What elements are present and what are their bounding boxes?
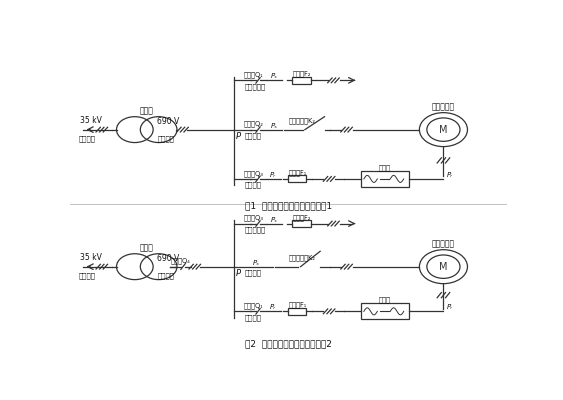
Text: Pₛ: Pₛ	[271, 216, 278, 222]
Text: 自用电回路: 自用电回路	[245, 226, 266, 233]
Text: 690 V: 690 V	[158, 254, 180, 263]
Text: Pᵣ: Pᵣ	[447, 172, 453, 178]
Text: P: P	[236, 132, 241, 141]
Text: 变压器: 变压器	[140, 243, 154, 252]
Text: 断路器Q₄: 断路器Q₄	[171, 258, 190, 264]
Text: P: P	[236, 269, 241, 278]
Text: 定子回路: 定子回路	[245, 270, 262, 276]
Text: Pᵣ: Pᵣ	[447, 304, 453, 310]
Text: Pᵣ: Pᵣ	[270, 304, 276, 310]
Text: M: M	[439, 125, 448, 135]
Text: 熔断器F₂: 熔断器F₂	[292, 71, 311, 78]
Text: 35 kV: 35 kV	[81, 116, 102, 125]
Text: 690 V: 690 V	[158, 117, 180, 126]
Text: 双馈发电机: 双馈发电机	[432, 239, 455, 248]
Text: 自用电回路: 自用电回路	[245, 83, 266, 90]
Text: 逆变器: 逆变器	[378, 164, 391, 170]
Text: 发电回路: 发电回路	[158, 135, 175, 142]
Text: 断路器Q₁: 断路器Q₁	[244, 302, 263, 309]
Text: Pᵣ: Pᵣ	[270, 172, 276, 178]
Text: 断路器Q₃: 断路器Q₃	[244, 170, 263, 177]
Text: 熔断器F₂: 熔断器F₂	[292, 214, 311, 221]
Text: 至变电站: 至变电站	[78, 135, 96, 142]
Text: 图2  双馈风电机组主回路简化图2: 图2 双馈风电机组主回路简化图2	[245, 339, 332, 348]
Text: Pₛ: Pₛ	[271, 73, 278, 79]
Text: 断路器Q₃: 断路器Q₃	[244, 215, 263, 221]
Text: M: M	[439, 262, 448, 272]
Text: 发电回路: 发电回路	[158, 272, 175, 279]
Text: 熔断器F₁: 熔断器F₁	[288, 170, 306, 176]
Bar	[288, 175, 306, 182]
Text: 熔断器F₁: 熔断器F₁	[288, 302, 306, 308]
Text: Pₛ: Pₛ	[252, 260, 259, 266]
Text: 图1  双馈风电机组主回路简化图1: 图1 双馈风电机组主回路简化图1	[245, 201, 332, 210]
Bar	[288, 308, 306, 315]
Text: 并网接触器K₂: 并网接触器K₂	[288, 254, 315, 261]
Text: 定子回路: 定子回路	[245, 132, 262, 139]
Text: 并网接触器K₂: 并网接触器K₂	[288, 117, 315, 124]
Text: Pₛ: Pₛ	[271, 123, 278, 129]
Text: 至变电站: 至变电站	[78, 272, 96, 279]
Text: 逆变器: 逆变器	[378, 296, 391, 303]
Text: 断路器Q₂: 断路器Q₂	[244, 121, 263, 127]
Text: 双馈发电机: 双馈发电机	[432, 102, 455, 111]
Text: 转子回路: 转子回路	[245, 314, 262, 321]
Text: 变压器: 变压器	[140, 106, 154, 115]
Bar	[292, 77, 311, 84]
Bar	[360, 171, 409, 187]
Text: 断路器Q₁: 断路器Q₁	[244, 72, 263, 78]
Bar	[360, 303, 409, 319]
Text: 转子回路: 转子回路	[245, 182, 262, 188]
Bar	[292, 220, 311, 227]
Text: 35 kV: 35 kV	[81, 253, 102, 262]
